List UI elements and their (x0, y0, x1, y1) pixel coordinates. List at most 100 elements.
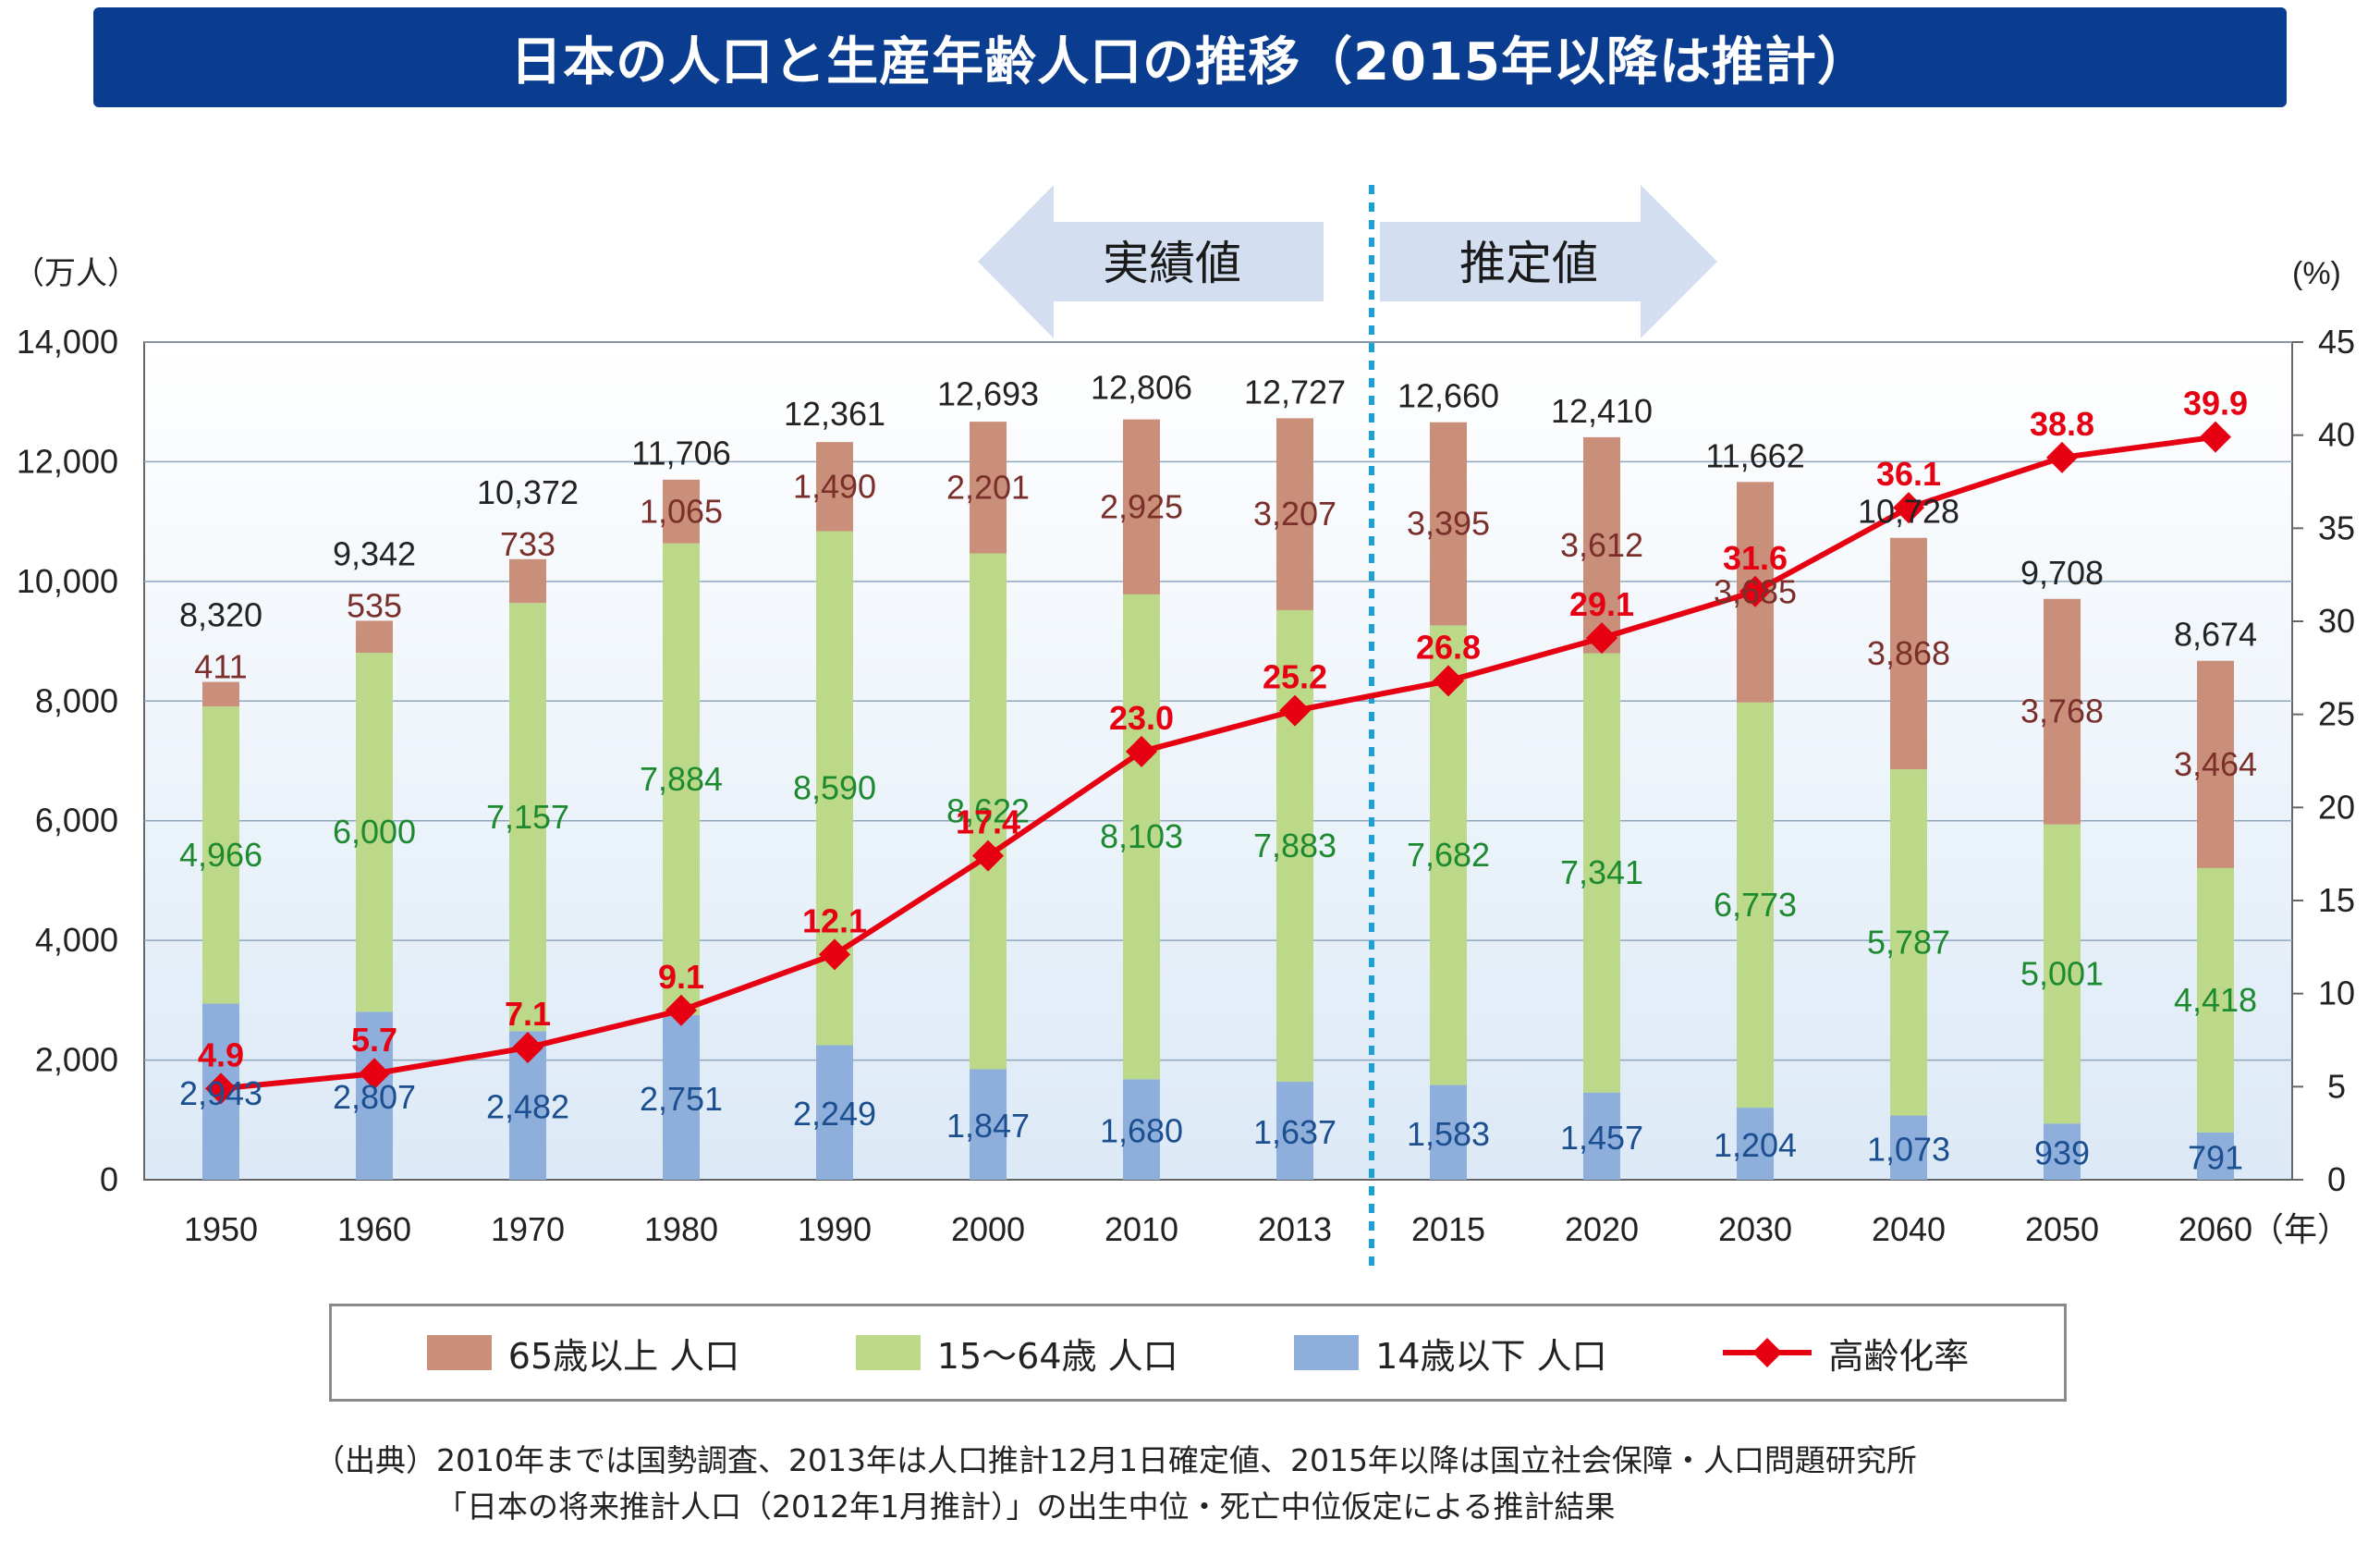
y-tick-right: 0 (2327, 1160, 2346, 1198)
label-rate: 4.9 (198, 1035, 244, 1073)
bar-elderly (202, 681, 239, 707)
rate-marker (665, 994, 697, 1026)
legend-elderly: 65歳以上 人口 (426, 1328, 740, 1379)
bar-working (1583, 653, 1620, 1093)
label-total: 12,693 (937, 375, 1039, 413)
label-elderly: 1,490 (793, 467, 876, 505)
x-tick: 1980 (644, 1210, 718, 1248)
label-young: 2,751 (640, 1080, 723, 1118)
legend-elderly-label: 65歳以上 人口 (507, 1335, 740, 1377)
rate-marker (205, 1072, 237, 1105)
bar-working (970, 553, 1007, 1070)
x-tick: 2030 (1718, 1210, 1792, 1248)
label-rate: 25.2 (1263, 658, 1327, 696)
bar-elderly (1890, 537, 1927, 770)
label-rate: 9.1 (658, 958, 704, 996)
bar-elderly (1430, 422, 1467, 626)
rate-marker (2046, 441, 2078, 473)
label-total: 12,410 (1551, 392, 1653, 430)
y-axis-left-unit: （万人） (13, 256, 139, 291)
label-working: 8,103 (1100, 817, 1183, 855)
label-young: 1,847 (946, 1107, 1030, 1145)
chart-canvas: 0 2,000 4,000 6,000 8,000 10,000 12,000 14,000 0… (13, 185, 2355, 1267)
legend-young: 14歳以下 人口 (1294, 1328, 1607, 1379)
label-young: 1,583 (1407, 1115, 1490, 1153)
bar-young (1123, 1079, 1160, 1180)
y-tick-right: 5 (2327, 1067, 2346, 1105)
label-elderly: 1,065 (640, 492, 723, 530)
bar-working (663, 543, 700, 1015)
estimate-label: 推定値 (1459, 237, 1598, 290)
bar-elderly (1583, 436, 1620, 654)
x-tick: 2050 (2025, 1210, 2099, 1248)
label-total: 11,706 (631, 434, 730, 472)
legend-rate-label: 高齢化率 (1828, 1335, 1970, 1377)
bar-elderly (663, 479, 700, 544)
label-total: 11,662 (1705, 436, 1804, 474)
y-tick-right: 45 (2318, 323, 2355, 361)
label-young: 939 (2034, 1134, 2090, 1172)
label-young: 1,680 (1100, 1112, 1183, 1150)
rate-marker (1279, 694, 1311, 727)
bar-young (970, 1069, 1007, 1180)
label-young: 2,249 (793, 1095, 876, 1133)
y-tick-left: 2,000 (35, 1041, 118, 1079)
label-total: 9,342 (333, 534, 416, 572)
y-tick-right: 35 (2318, 509, 2355, 546)
y-tick-right: 20 (2318, 788, 2355, 826)
label-working: 7,341 (1560, 853, 1643, 891)
bar-young (1890, 1115, 1927, 1180)
bar-working (1737, 702, 1774, 1109)
label-total: 12,660 (1397, 377, 1499, 415)
bar-young (663, 1014, 700, 1180)
rate-line (220, 434, 2216, 1092)
rate-marker (1433, 665, 1464, 697)
label-working: 4,418 (2174, 981, 2257, 1019)
bar-working (509, 603, 546, 1032)
bar-elderly (2044, 598, 2081, 825)
chart-title: 日本の人口と生産年齢人口の推移（2015年以降は推計） (510, 31, 1870, 92)
x-tick: 2000 (951, 1210, 1025, 1248)
x-tick: 1960 (337, 1210, 411, 1248)
rate-marker (819, 938, 850, 971)
label-young: 1,073 (1867, 1130, 1950, 1168)
label-rate: 39.9 (2183, 385, 2248, 423)
label-working: 8,622 (946, 791, 1030, 829)
estimate-arrow (1380, 185, 1717, 338)
label-elderly: 3,395 (1407, 505, 1490, 543)
rate-marker (512, 1032, 543, 1064)
label-total: 9,708 (2020, 554, 2104, 592)
label-young: 2,807 (333, 1078, 416, 1116)
legend-working: 15～64歳 人口 (855, 1328, 1178, 1379)
y-tick-left: 4,000 (35, 921, 118, 959)
label-working: 8,590 (793, 769, 876, 807)
label-elderly: 2,201 (946, 468, 1030, 506)
x-tick: 2060 (2179, 1210, 2252, 1248)
bar-elderly (2197, 660, 2234, 868)
actual-label: 実績値 (1103, 237, 1241, 290)
label-working: 5,001 (2020, 954, 2104, 992)
bar-working (1890, 769, 1927, 1116)
y-tick-right: 40 (2318, 416, 2355, 454)
label-total: 12,727 (1244, 373, 1346, 411)
label-elderly: 535 (347, 586, 402, 624)
label-rate: 5.7 (351, 1021, 397, 1059)
aging-rate-line (205, 421, 2231, 1105)
label-rate: 23.0 (1109, 699, 1174, 737)
label-working: 4,966 (179, 836, 262, 874)
label-young: 2,943 (179, 1074, 262, 1112)
bar-young (1737, 1108, 1774, 1180)
legend-rate: 高齢化率 (1723, 1328, 1969, 1379)
label-rate: 7.1 (505, 995, 551, 1033)
label-young: 2,482 (486, 1088, 569, 1126)
label-elderly: 3,464 (2174, 745, 2257, 783)
source-line-1: （出典）2010年までは国勢調査、2013年は人口推計12月1日確定値、2015… (314, 1442, 1917, 1478)
bar-elderly (1276, 418, 1313, 610)
bar-elderly (816, 442, 853, 532)
bar-elderly (356, 620, 393, 654)
label-total: 8,674 (2174, 616, 2257, 654)
y-axis-right-unit: (%) (2292, 256, 2341, 291)
y-tick-right: 10 (2318, 974, 2355, 1012)
bar-working (1276, 609, 1313, 1083)
rate-marker (1893, 492, 1924, 524)
